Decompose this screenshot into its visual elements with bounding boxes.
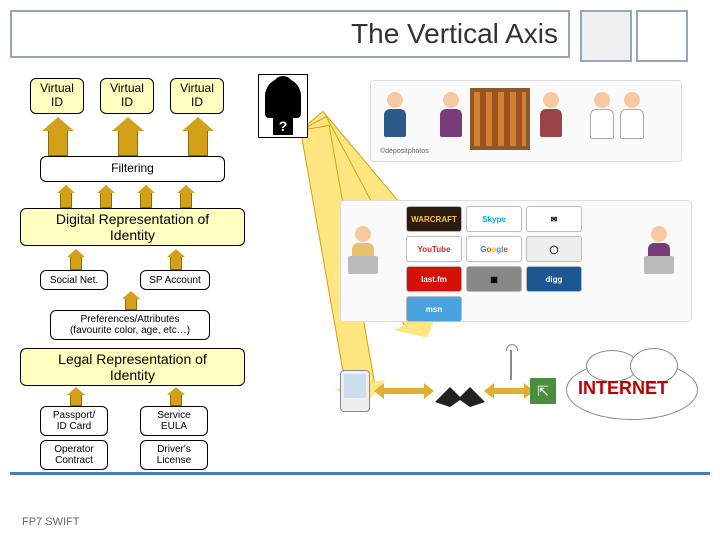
brand-grid: WARCRAFT Skype ✉ YouTube Google ◯ last.f… bbox=[406, 206, 582, 322]
prefs-node: Preferences/Attributes (favourite color,… bbox=[50, 310, 210, 340]
brand-digg: digg bbox=[526, 266, 582, 292]
deposit-caption: ©depositphotos bbox=[380, 148, 429, 155]
slide-title: The Vertical Axis bbox=[351, 18, 558, 50]
arrow-filter-to-vid3 bbox=[188, 130, 208, 156]
arrow-soc bbox=[70, 256, 82, 270]
brand-msn: msn bbox=[406, 296, 462, 322]
filtering-label: Filtering bbox=[111, 162, 154, 176]
license-node: Driver's License bbox=[140, 440, 208, 470]
brand-youtube: YouTube bbox=[406, 236, 462, 262]
arrow-dig-3 bbox=[140, 192, 152, 208]
legal-rep-label: Legal Representation of Identity bbox=[58, 351, 207, 383]
sp-account-label: SP Account bbox=[149, 275, 201, 286]
person-reader-icon bbox=[540, 92, 562, 137]
eula-label: Service EULA bbox=[157, 410, 190, 432]
arrow-doc2 bbox=[170, 394, 182, 406]
arrow-prefs bbox=[125, 298, 137, 310]
arrow-dig-1 bbox=[60, 192, 72, 208]
bottom-divider bbox=[10, 472, 710, 475]
person-doctor2-icon bbox=[620, 92, 644, 139]
passport-node: Passport/ ID Card bbox=[40, 406, 108, 436]
virtual-id-3-label: Virtual ID bbox=[180, 82, 214, 110]
sp-account-node: SP Account bbox=[140, 270, 210, 290]
arrow-filter-to-vid2 bbox=[118, 130, 138, 156]
arrow-sp bbox=[170, 256, 182, 270]
license-label: Driver's License bbox=[157, 444, 191, 466]
virtual-id-3: Virtual ID bbox=[170, 78, 224, 114]
social-net-label: Social Net. bbox=[50, 275, 98, 286]
social-net-node: Social Net. bbox=[40, 270, 108, 290]
title-decor-2 bbox=[636, 10, 688, 62]
handshake-icon bbox=[430, 372, 490, 412]
virtual-id-2-label: Virtual ID bbox=[110, 82, 144, 110]
person-doctor1-icon bbox=[590, 92, 614, 139]
title-bar: The Vertical Axis bbox=[10, 10, 570, 58]
operator-node: Operator Contract bbox=[40, 440, 108, 470]
exit-sign-icon: ⇱ bbox=[530, 378, 556, 404]
person-officer-icon bbox=[384, 92, 406, 137]
virtual-id-2: Virtual ID bbox=[100, 78, 154, 114]
passport-label: Passport/ ID Card bbox=[53, 410, 95, 432]
brand-lastfm: last.fm bbox=[406, 266, 462, 292]
antenna-icon bbox=[510, 350, 512, 380]
pda-icon bbox=[340, 370, 370, 412]
handshake-net-arrow bbox=[494, 388, 524, 394]
brand-google: Google bbox=[466, 236, 522, 262]
arrow-dig-4 bbox=[180, 192, 192, 208]
person-shopper-icon bbox=[440, 92, 462, 137]
bookshelf-icon bbox=[470, 88, 530, 150]
laptop1-icon bbox=[348, 256, 378, 274]
laptop2-icon bbox=[644, 256, 674, 274]
arrow-dig-2 bbox=[100, 192, 112, 208]
pda-handshake-arrow bbox=[384, 388, 424, 394]
unknown-person-icon: ? bbox=[258, 74, 308, 138]
virtual-id-1-label: Virtual ID bbox=[40, 82, 74, 110]
legal-rep-node: Legal Representation of Identity bbox=[20, 348, 245, 386]
internet-label: INTERNET bbox=[578, 378, 668, 399]
brand-skype: Skype bbox=[466, 206, 522, 232]
title-decor-1 bbox=[580, 10, 632, 62]
slide: The Vertical Axis Virtual ID Virtual ID … bbox=[0, 0, 720, 540]
filtering-node: Filtering bbox=[40, 156, 225, 182]
footer-text: FP7 SWIFT bbox=[22, 516, 79, 528]
arrow-doc1 bbox=[70, 394, 82, 406]
arrow-filter-to-vid1 bbox=[48, 130, 68, 156]
brand-device-icon: ▦ bbox=[466, 266, 522, 292]
virtual-id-1: Virtual ID bbox=[30, 78, 84, 114]
operator-label: Operator Contract bbox=[54, 444, 93, 466]
prefs-label: Preferences/Attributes (favourite color,… bbox=[70, 314, 190, 336]
eula-node: Service EULA bbox=[140, 406, 208, 436]
brand-xbox-icon: ◯ bbox=[526, 236, 582, 262]
question-mark: ? bbox=[273, 117, 293, 135]
brand-mail-icon: ✉ bbox=[526, 206, 582, 232]
digital-rep-node: Digital Representation of Identity bbox=[20, 208, 245, 246]
brand-warcraft: WARCRAFT bbox=[406, 206, 462, 232]
digital-rep-label: Digital Representation of Identity bbox=[56, 211, 209, 243]
